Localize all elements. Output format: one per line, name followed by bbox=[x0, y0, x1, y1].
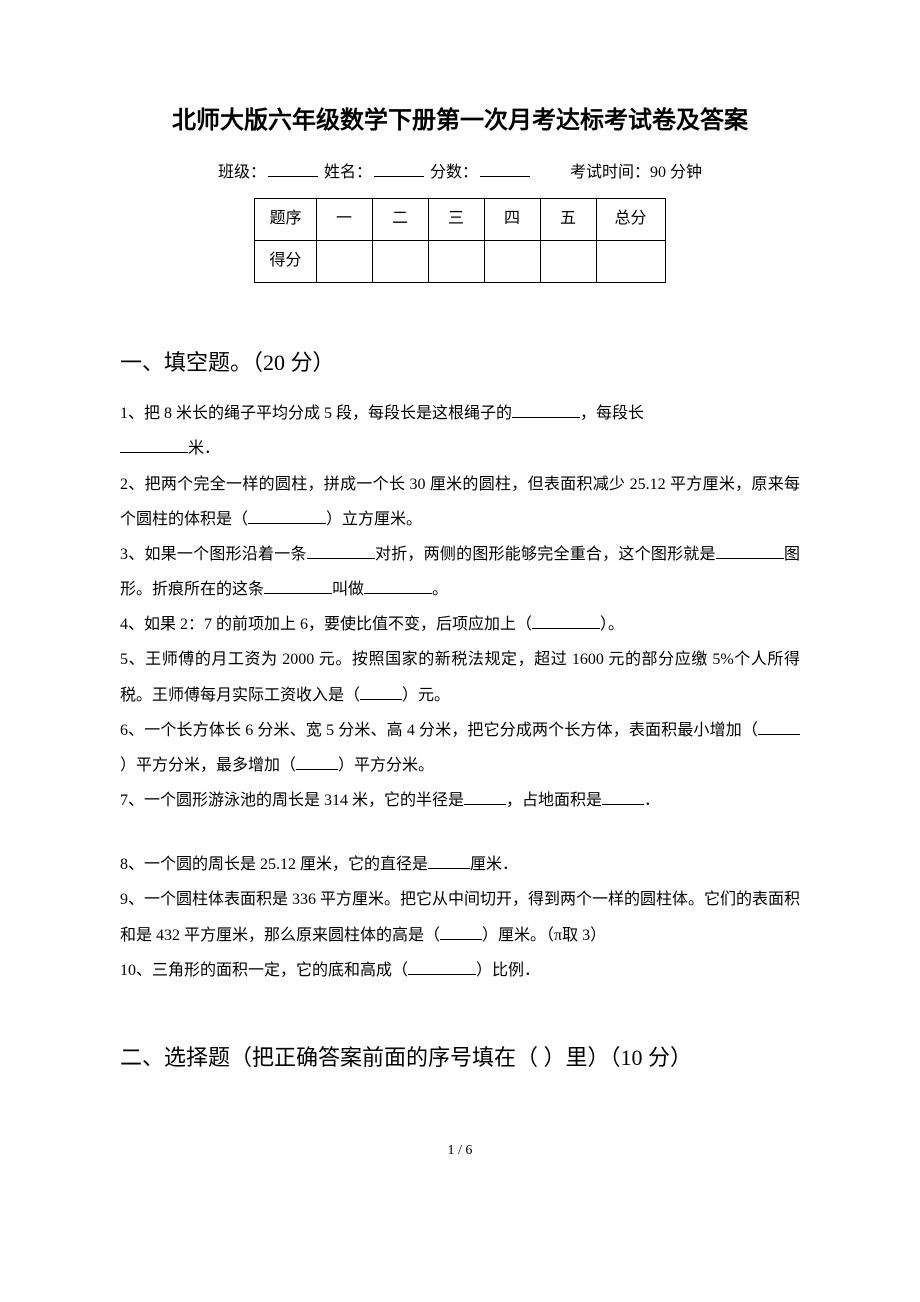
page-number: 1 / 6 bbox=[120, 1138, 800, 1163]
question-3: 3、如果一个图形沿着一条对折，两侧的图形能够完全重合，这个图形就是图形。折痕所在… bbox=[120, 537, 800, 607]
question-2: 2、把两个完全一样的圆柱，拼成一个长 30 厘米的圆柱，但表面积减少 25.12… bbox=[120, 467, 800, 537]
question-5: 5、王师傅的月工资为 2000 元。按照国家的新税法规定，超过 1600 元的部… bbox=[120, 642, 800, 712]
q-text: 米． bbox=[188, 440, 220, 457]
score-cell bbox=[596, 240, 665, 282]
blank bbox=[364, 578, 432, 594]
blank bbox=[716, 543, 784, 559]
section-2-heading: 二、选择题（把正确答案前面的序号填在（ ）里）（10 分） bbox=[120, 1038, 800, 1078]
blank bbox=[602, 789, 644, 805]
blank bbox=[408, 959, 476, 975]
info-line: 班级： 姓名： 分数： 考试时间：90 分钟 bbox=[120, 159, 800, 188]
class-label: 班级： bbox=[218, 164, 266, 181]
q-text: 对折，两侧的图形能够完全重合，这个图形就是 bbox=[375, 546, 716, 563]
score-label: 分数： bbox=[430, 164, 478, 181]
question-6: 6、一个长方体长 6 分米、宽 5 分米、高 4 分米，把它分成两个长方体，表面… bbox=[120, 713, 800, 783]
q-text: 7、一个圆形游泳池的周长是 314 米，它的半径是 bbox=[120, 792, 464, 809]
q-text: 1、把 8 米长的绳子平均分成 5 段，每段长是这根绳子的 bbox=[120, 405, 512, 422]
score-cell bbox=[428, 240, 484, 282]
score-cell bbox=[540, 240, 596, 282]
row-label-cell: 得分 bbox=[255, 240, 316, 282]
q-text: ）厘米。（π取 3） bbox=[482, 927, 606, 944]
q-text: 10、三角形的面积一定，它的底和高成（ bbox=[120, 962, 408, 979]
blank bbox=[464, 789, 506, 805]
q-text: ）比例． bbox=[476, 962, 540, 979]
blank bbox=[264, 578, 332, 594]
q-text: 2、把两个完全一样的圆柱，拼成一个长 30 厘米的圆柱，但表面积减少 25.12… bbox=[120, 476, 800, 528]
question-1: 1、把 8 米长的绳子平均分成 5 段，每段长是这根绳子的 ，每段长 米． bbox=[120, 396, 800, 466]
blank bbox=[428, 853, 470, 869]
score-cell bbox=[316, 240, 372, 282]
q-text: ，每段长 bbox=[580, 405, 644, 422]
header-cell: 三 bbox=[428, 198, 484, 240]
q-text: ）平方分米，最多增加（ bbox=[120, 757, 296, 774]
q-text: ． bbox=[644, 792, 660, 809]
question-8: 8、一个圆的周长是 25.12 厘米，它的直径是 厘米． bbox=[120, 847, 800, 882]
class-blank bbox=[268, 176, 318, 177]
name-blank bbox=[374, 176, 424, 177]
q-text: 叫做 bbox=[332, 581, 364, 598]
q-text: 厘米． bbox=[470, 856, 518, 873]
header-cell: 题序 bbox=[255, 198, 316, 240]
header-cell: 四 bbox=[484, 198, 540, 240]
score-cell bbox=[484, 240, 540, 282]
section-1-heading: 一、填空题。（20 分） bbox=[120, 343, 800, 383]
q-text: 3、如果一个图形沿着一条 bbox=[120, 546, 307, 563]
header-cell: 一 bbox=[316, 198, 372, 240]
question-4: 4、如果 2：7 的前项加上 6，要使比值不变，后项应加上（ ）。 bbox=[120, 607, 800, 642]
exam-time-label: 考试时间：90 分钟 bbox=[570, 164, 702, 181]
question-7: 7、一个圆形游泳池的周长是 314 米，它的半径是 ，占地面积是 ． bbox=[120, 783, 800, 818]
blank bbox=[307, 543, 375, 559]
header-cell: 五 bbox=[540, 198, 596, 240]
score-blank bbox=[480, 176, 530, 177]
q-text: 8、一个圆的周长是 25.12 厘米，它的直径是 bbox=[120, 856, 428, 873]
q-text: ）。 bbox=[600, 616, 624, 633]
question-9: 9、一个圆柱体表面积是 336 平方厘米。把它从中间切开，得到两个一样的圆柱体。… bbox=[120, 882, 800, 952]
table-row: 得分 bbox=[255, 240, 665, 282]
q-text: ）平方分米。 bbox=[338, 757, 434, 774]
blank bbox=[248, 508, 326, 524]
score-table: 题序 一 二 三 四 五 总分 得分 bbox=[254, 198, 665, 283]
q-text: ）立方厘米。 bbox=[326, 511, 422, 528]
blank bbox=[360, 684, 402, 700]
blank bbox=[532, 613, 600, 629]
q-text: ）元。 bbox=[402, 687, 450, 704]
name-label: 姓名： bbox=[324, 164, 372, 181]
question-10: 10、三角形的面积一定，它的底和高成（ ）比例． bbox=[120, 953, 800, 988]
blank bbox=[440, 924, 482, 940]
table-row: 题序 一 二 三 四 五 总分 bbox=[255, 198, 665, 240]
blank bbox=[758, 719, 800, 735]
q-text: ，占地面积是 bbox=[506, 792, 602, 809]
blank bbox=[512, 402, 580, 418]
q-text: 4、如果 2：7 的前项加上 6，要使比值不变，后项应加上（ bbox=[120, 616, 532, 633]
q-text: 。 bbox=[432, 581, 448, 598]
exam-title: 北师大版六年级数学下册第一次月考达标考试卷及答案 bbox=[120, 100, 800, 143]
q-text: 5、王师傅的月工资为 2000 元。按照国家的新税法规定，超过 1600 元的部… bbox=[120, 651, 800, 703]
blank bbox=[296, 754, 338, 770]
score-cell bbox=[372, 240, 428, 282]
blank bbox=[120, 437, 188, 453]
header-cell: 二 bbox=[372, 198, 428, 240]
header-cell: 总分 bbox=[596, 198, 665, 240]
q-text: 6、一个长方体长 6 分米、宽 5 分米、高 4 分米，把它分成两个长方体，表面… bbox=[120, 722, 758, 739]
